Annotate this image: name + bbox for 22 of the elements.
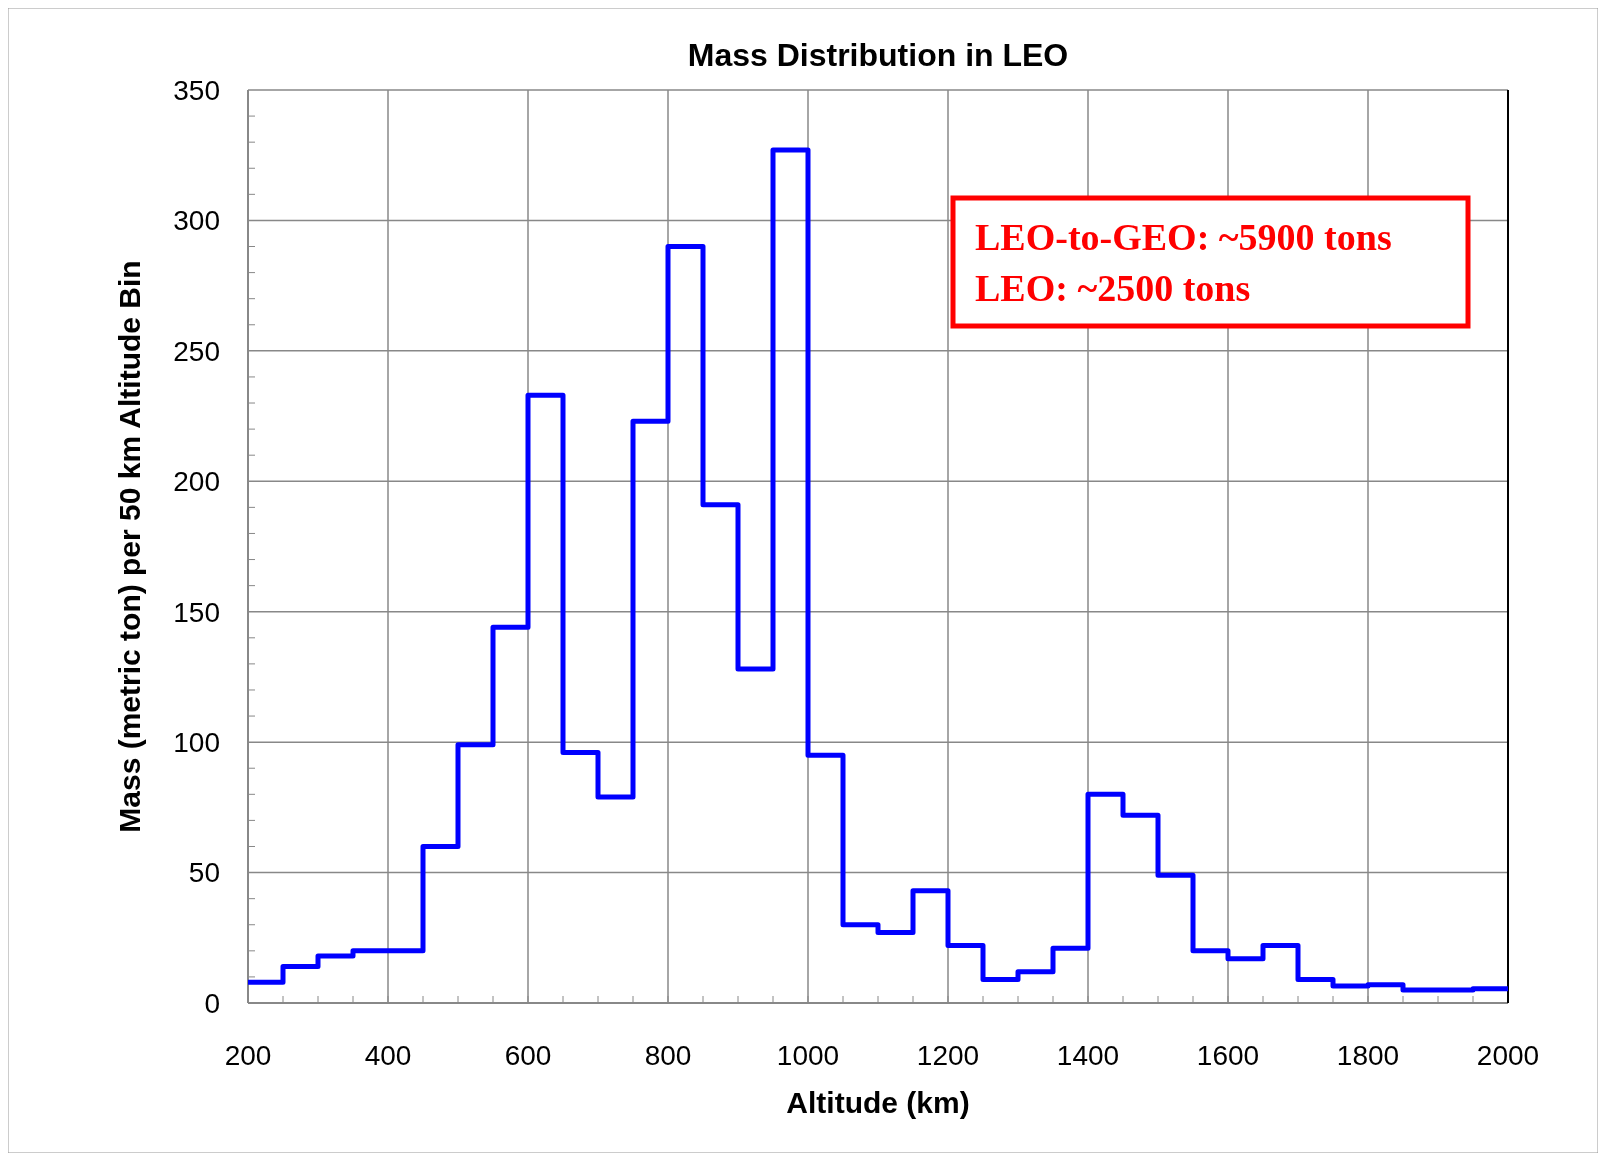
x-tick-label: 2000	[1476, 1040, 1540, 1071]
x-tick-label: 1800	[1336, 1040, 1400, 1071]
x-axis-title: Altitude (km)	[786, 1086, 970, 1119]
x-tick-label: 1600	[1196, 1040, 1260, 1071]
chart-title: Mass Distribution in LEO	[687, 37, 1069, 73]
x-tick-label: 800	[644, 1040, 692, 1071]
y-tick-label: 200	[173, 466, 220, 498]
x-tick-label: 1000	[776, 1040, 840, 1071]
x-tick-label: 1200	[916, 1040, 980, 1071]
y-tick-label: 0	[204, 987, 220, 1019]
x-tick-label: 400	[364, 1040, 412, 1071]
y-tick-label: 350	[173, 74, 220, 106]
y-tick-label: 250	[173, 335, 220, 367]
y-axis-title: Mass (metric ton) per 50 km Altitude Bin	[113, 260, 146, 833]
x-tick-label: 200	[224, 1040, 272, 1071]
annotation: LEO-to-GEO: ~5900 tons LEO: ~2500 tons	[975, 216, 1392, 309]
y-tick-label: 50	[188, 857, 220, 889]
y-tick-label: 150	[173, 596, 220, 628]
y-tick-label: 100	[173, 726, 220, 758]
y-tick-label: 300	[173, 205, 220, 237]
x-tick-label: 600	[504, 1040, 552, 1071]
x-tick-label: 1400	[1056, 1040, 1120, 1071]
